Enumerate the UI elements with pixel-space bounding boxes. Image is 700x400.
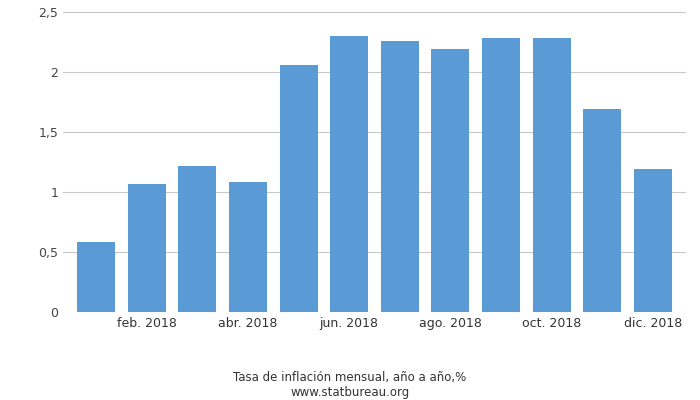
Text: Tasa de inflación mensual, año a año,%: Tasa de inflación mensual, año a año,% [233, 372, 467, 384]
Bar [381, 41, 419, 312]
Bar [77, 242, 115, 312]
Bar [533, 38, 570, 312]
Bar [127, 184, 166, 312]
Text: www.statbureau.org: www.statbureau.org [290, 386, 410, 399]
Bar [178, 166, 216, 312]
Bar [583, 109, 622, 312]
Bar [330, 36, 368, 312]
Bar [634, 169, 672, 312]
Bar [482, 38, 520, 312]
Bar [229, 182, 267, 312]
Bar [431, 49, 470, 312]
Bar [279, 65, 318, 312]
